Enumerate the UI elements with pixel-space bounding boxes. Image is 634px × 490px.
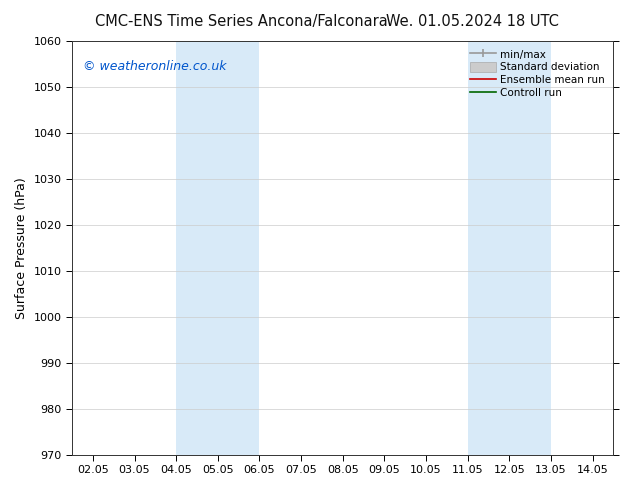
Text: We. 01.05.2024 18 UTC: We. 01.05.2024 18 UTC — [386, 14, 559, 29]
Legend: min/max, Standard deviation, Ensemble mean run, Controll run: min/max, Standard deviation, Ensemble me… — [467, 46, 608, 101]
Bar — [176, 41, 259, 455]
Text: CMC-ENS Time Series Ancona/Falconara: CMC-ENS Time Series Ancona/Falconara — [94, 14, 387, 29]
Y-axis label: Surface Pressure (hPa): Surface Pressure (hPa) — [15, 177, 28, 318]
Bar — [468, 41, 551, 455]
Text: © weatheronline.co.uk: © weatheronline.co.uk — [83, 60, 226, 73]
